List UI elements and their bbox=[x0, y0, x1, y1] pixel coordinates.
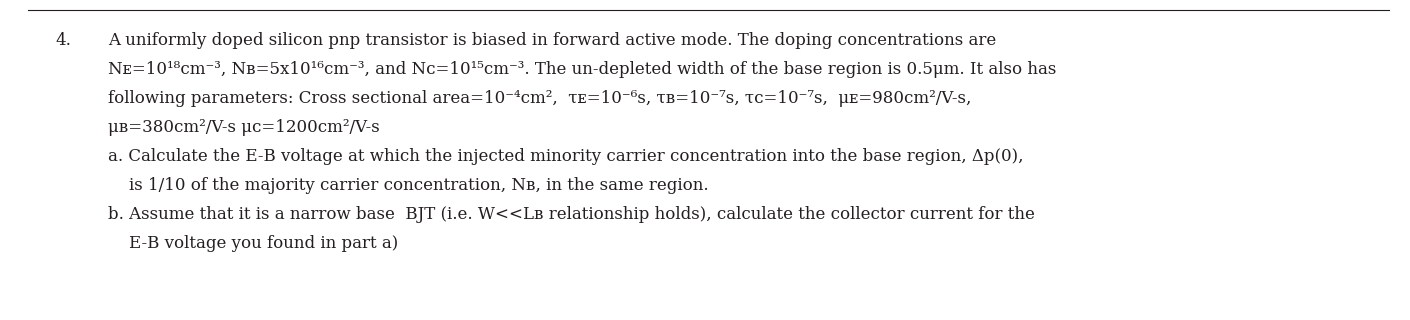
Text: E-B voltage you found in part a): E-B voltage you found in part a) bbox=[109, 235, 398, 252]
Text: 4.: 4. bbox=[55, 32, 70, 49]
Text: following parameters: Cross sectional area=10⁻⁴cm²,  τᴇ=10⁻⁶s, τʙ=10⁻⁷s, τᴄ=10⁻⁷: following parameters: Cross sectional ar… bbox=[109, 90, 971, 107]
Text: μʙ=380cm²/V-s μᴄ=1200cm²/V-s: μʙ=380cm²/V-s μᴄ=1200cm²/V-s bbox=[109, 119, 379, 136]
Text: is 1/10 of the majority carrier concentration, Nʙ, in the same region.: is 1/10 of the majority carrier concentr… bbox=[109, 177, 709, 194]
Text: Nᴇ=10¹⁸cm⁻³, Nʙ=5x10¹⁶cm⁻³, and Nᴄ=10¹⁵cm⁻³. The un-depleted width of the base r: Nᴇ=10¹⁸cm⁻³, Nʙ=5x10¹⁶cm⁻³, and Nᴄ=10¹⁵c… bbox=[109, 61, 1056, 78]
Text: A uniformly doped silicon pnp transistor is biased in forward active mode. The d: A uniformly doped silicon pnp transistor… bbox=[109, 32, 997, 49]
Text: a. Calculate the E-B voltage at which the injected minority carrier concentratio: a. Calculate the E-B voltage at which th… bbox=[109, 148, 1024, 165]
Text: b. Assume that it is a narrow base  BJT (i.e. W<<Lʙ relationship holds), calcula: b. Assume that it is a narrow base BJT (… bbox=[109, 206, 1035, 223]
